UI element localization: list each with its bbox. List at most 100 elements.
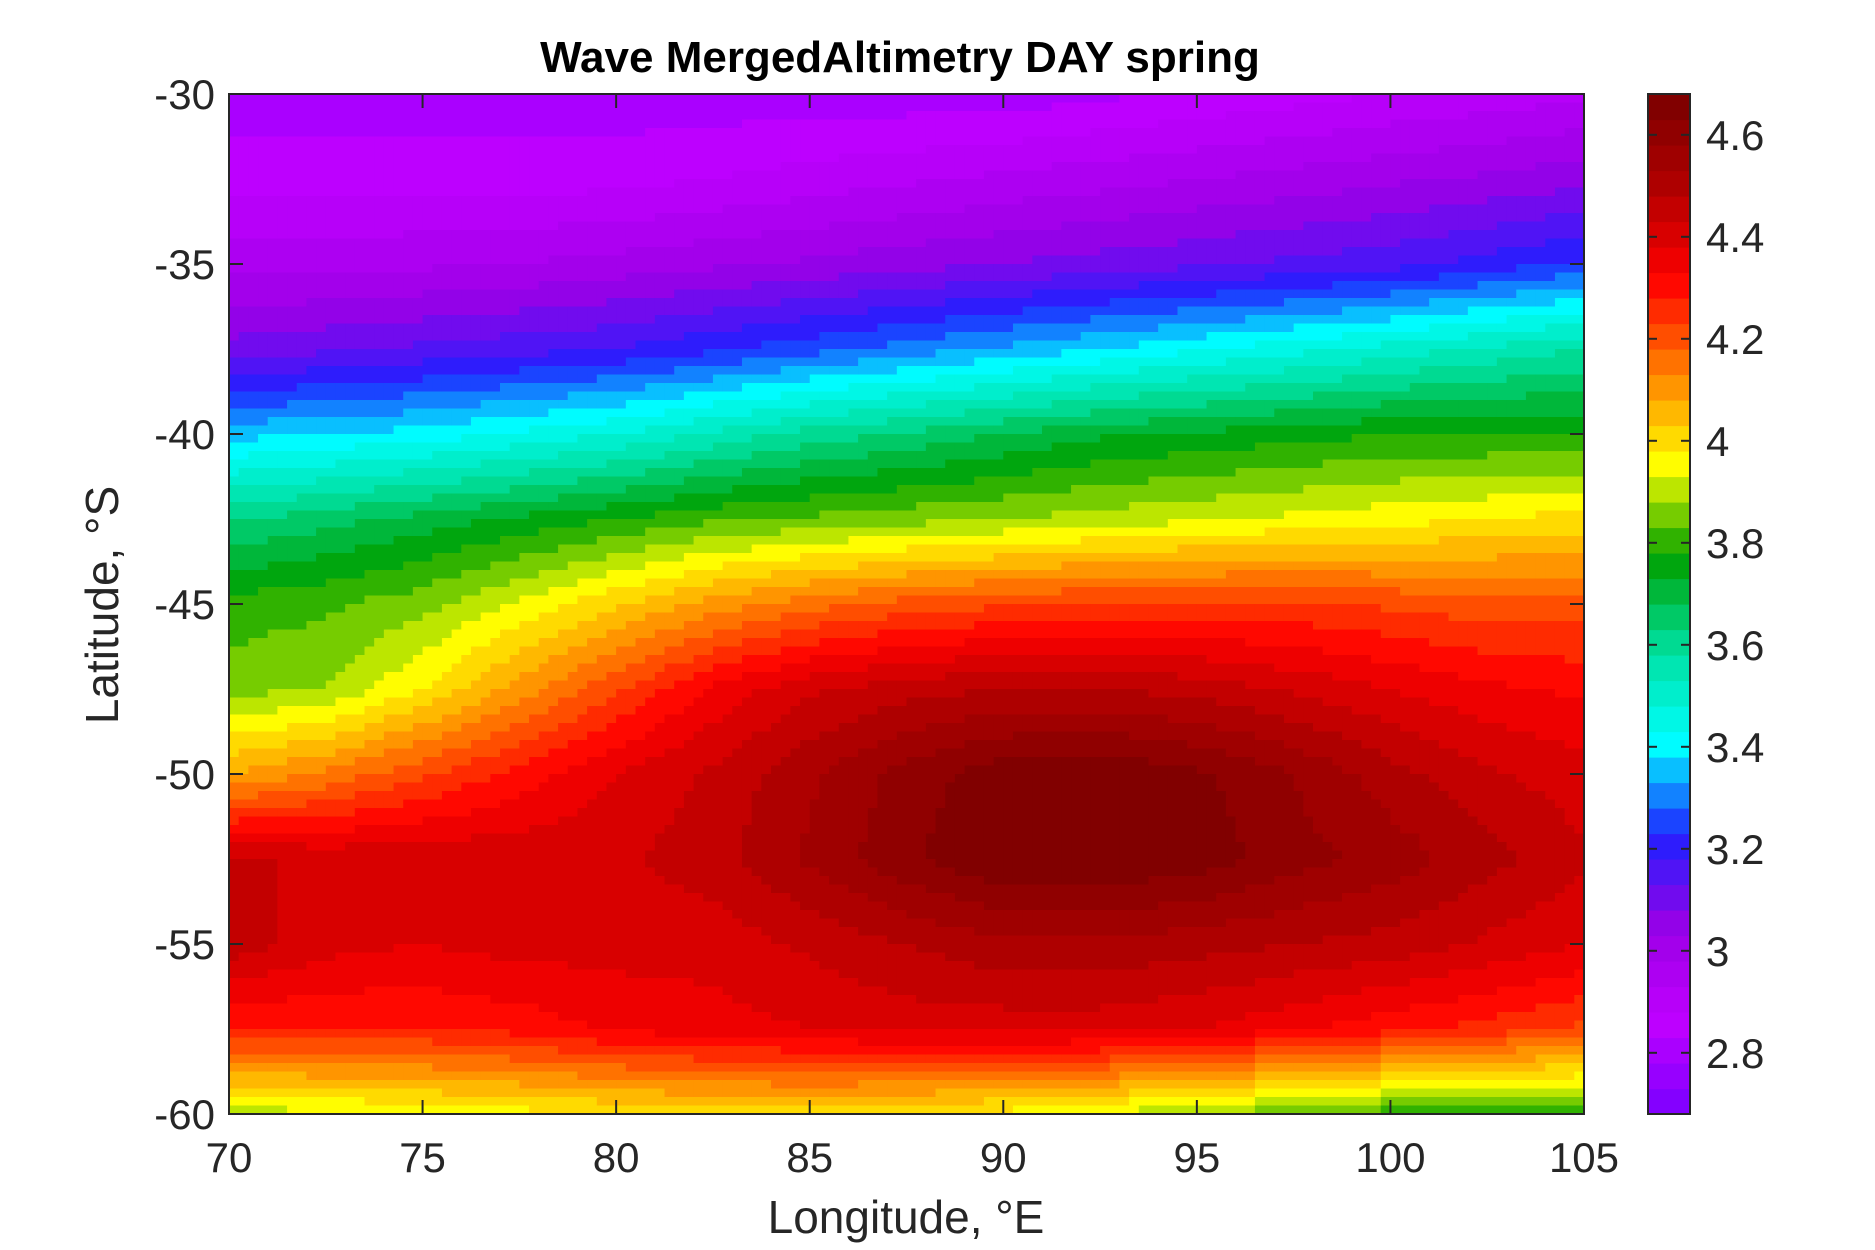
contour-cell: [1283, 323, 1295, 333]
contour-cell: [945, 196, 956, 206]
contour-cell: [1448, 238, 1459, 248]
contour-cell: [732, 136, 743, 146]
contour-cell: [838, 255, 850, 265]
contour-cell: [606, 374, 617, 384]
contour-cell: [1400, 289, 1411, 299]
contour-cell: [1187, 340, 1198, 350]
contour-cell: [974, 238, 985, 248]
contour-cell: [229, 179, 240, 189]
contour-cell: [635, 187, 646, 197]
contour-cell: [1187, 136, 1198, 146]
contour-cell: [1264, 349, 1275, 359]
contour-cell: [819, 111, 830, 121]
contour-cell: [248, 196, 259, 206]
contour-cell: [1409, 238, 1421, 248]
contour-cell: [1400, 162, 1411, 172]
contour-cell: [354, 255, 366, 265]
contour-cell: [1196, 162, 1208, 172]
contour-cell: [1119, 366, 1130, 376]
contour-cell: [451, 170, 462, 180]
contour-cell: [1429, 374, 1440, 384]
contour-cell: [1487, 272, 1498, 282]
contour-cell: [1061, 179, 1072, 189]
contour-cell: [1371, 340, 1382, 350]
contour-cell: [741, 315, 753, 325]
contour-cell: [1564, 332, 1575, 342]
contour-cell: [1506, 213, 1517, 223]
contour-cell: [490, 247, 501, 257]
contour-cell: [1458, 264, 1469, 274]
contour-cell: [364, 221, 375, 231]
contour-cell: [422, 153, 433, 163]
contour-cell: [1458, 383, 1469, 393]
contour-cell: [887, 94, 898, 104]
contour-cell: [1129, 145, 1140, 155]
contour-cell: [693, 187, 704, 197]
contour-cell: [954, 264, 966, 274]
contour-cell: [1419, 187, 1430, 197]
contour-cell: [1061, 230, 1072, 240]
contour-cell: [1245, 204, 1256, 214]
contour-cell: [916, 306, 927, 316]
contour-cell: [258, 179, 269, 189]
contour-cell: [470, 272, 482, 282]
contour-cell: [1254, 119, 1266, 129]
contour-cell: [277, 332, 288, 342]
contour-cell: [587, 213, 598, 223]
contour-cell: [645, 366, 656, 376]
contour-cell: [393, 230, 404, 240]
contour-cell: [1032, 247, 1043, 257]
contour-cell: [674, 119, 685, 129]
contour-cell: [800, 162, 811, 172]
contour-cell: [1429, 255, 1440, 265]
contour-cell: [1313, 94, 1324, 104]
contour-cell: [1380, 281, 1392, 291]
contour-cell: [1419, 162, 1430, 172]
contour-cell: [993, 238, 1004, 248]
contour-cell: [1313, 230, 1324, 240]
contour-cell: [441, 247, 453, 257]
contour-cell: [635, 230, 646, 240]
contour-cell: [500, 196, 511, 206]
contour-cell: [858, 349, 869, 359]
contour-cell: [1525, 281, 1537, 291]
contour-cell: [896, 213, 908, 223]
contour-cell: [1429, 170, 1440, 180]
contour-cell: [1525, 323, 1537, 333]
contour-cell: [1506, 340, 1517, 350]
contour-cell: [1390, 247, 1401, 257]
contour-cell: [1371, 349, 1382, 359]
contour-cell: [819, 281, 830, 291]
contour-cell: [1303, 323, 1314, 333]
contour-cell: [451, 332, 462, 342]
contour-cell: [877, 255, 888, 265]
contour-cell: [606, 323, 617, 333]
contour-cell: [732, 264, 743, 274]
contour-cell: [1148, 264, 1159, 274]
contour-cell: [906, 391, 917, 401]
contour-cell: [432, 94, 443, 104]
contour-cell: [1042, 255, 1053, 265]
contour-cell: [1419, 213, 1430, 223]
contour-cell: [935, 179, 946, 189]
contour-cell: [1080, 255, 1091, 265]
contour-cell: [974, 179, 985, 189]
contour-cell: [877, 187, 888, 197]
contour-cell: [1100, 366, 1111, 376]
contour-cell: [432, 196, 443, 206]
contour-cell: [1264, 136, 1275, 146]
contour-cell: [819, 128, 830, 138]
contour-cell: [838, 196, 850, 206]
contour-cell: [258, 357, 269, 367]
contour-cell: [877, 264, 888, 274]
contour-cell: [229, 340, 240, 350]
contour-cell: [761, 383, 772, 393]
contour-cell: [693, 179, 704, 189]
contour-cell: [538, 255, 549, 265]
contour-cell: [1506, 323, 1517, 333]
contour-cell: [238, 323, 249, 333]
contour-cell: [1574, 230, 1584, 240]
contour-cell: [567, 374, 579, 384]
contour-cell: [635, 213, 646, 223]
contour-cell: [296, 179, 308, 189]
